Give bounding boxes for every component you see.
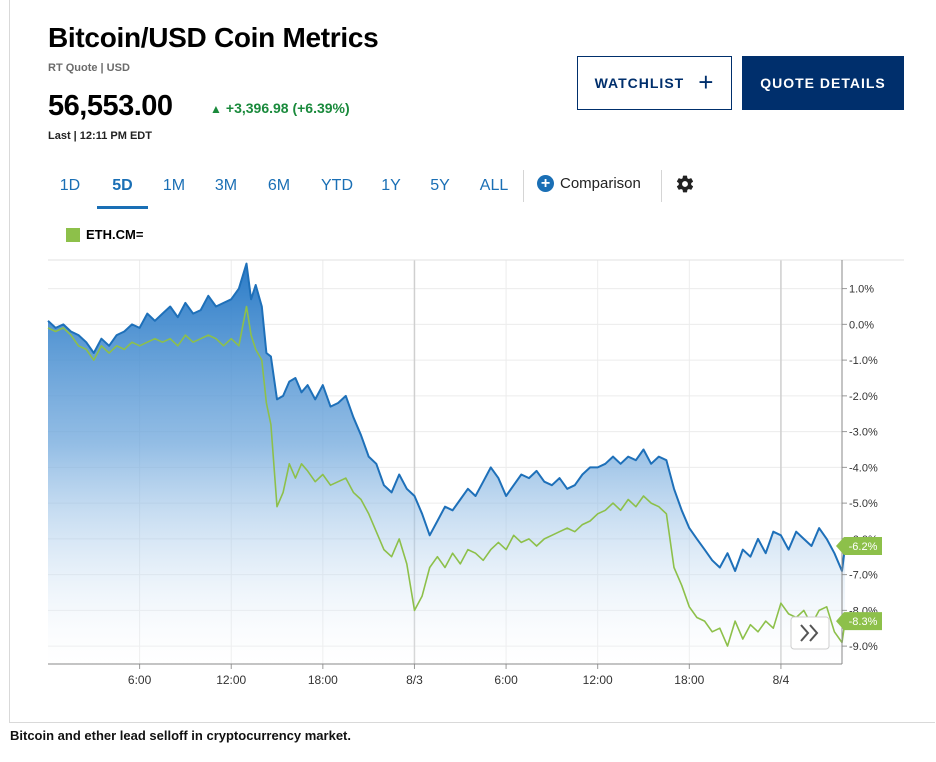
y-tick-label: -5.0% [849,498,878,510]
tab-all[interactable]: ALL [479,177,509,194]
plus-icon: + [698,66,715,97]
chart-legend: ETH.CM= [66,227,143,242]
page-title: Bitcoin/USD Coin Metrics [48,22,379,53]
tab-3m[interactable]: 3M [214,177,238,194]
tab-6m[interactable]: 6M [267,177,291,194]
tab-ytd[interactable]: YTD [321,177,353,194]
legend-swatch [66,227,80,242]
watchlist-label: WATCHLIST [594,75,685,91]
tab-5d[interactable]: 5D [97,166,148,209]
scroll-button-box [790,616,830,650]
x-tick-label: 18:00 [308,673,338,687]
comparison-label: Comparison [560,175,641,192]
x-tick-label: 6:00 [494,673,518,687]
legend-label: ETH.CM= [86,227,144,242]
tab-1m[interactable]: 1M [162,177,186,194]
badge-shape [836,612,882,631]
price-change-value: +3,396.98 (+6.39%) [225,100,350,116]
tab-1d[interactable]: 1D [59,177,81,194]
x-tick-label: 12:00 [216,673,246,687]
x-tick-label: 12:00 [583,673,613,687]
y-tick-label: 1.0% [849,284,874,296]
scroll-right-button[interactable] [790,616,830,650]
x-tick-label: 6:00 [128,673,152,687]
last-value-badge-eth: -8.3% [836,612,882,631]
comparison-button[interactable]: + Comparison [537,175,641,192]
y-tick-label: -2.0% [849,391,878,403]
y-tick-label: -7.0% [849,570,878,582]
plus-circle-icon: + [537,175,554,192]
y-tick-label: -1.0% [849,355,878,367]
double-chevron-right-icon [800,624,819,642]
last-price: 56,553.00 [48,90,173,122]
last-value-badge-bitcoin: -6.2% [836,537,882,556]
badge-shape [836,537,882,556]
chart-axis-layer: 1.0%0.0%-1.0%-2.0%-3.0%-4.0%-5.0%-6.0%-7… [48,260,882,687]
content-frame [9,0,935,723]
tab-5y[interactable]: 5Y [430,177,450,194]
gear-icon[interactable] [675,174,695,194]
tab-divider [523,170,524,202]
x-tick-label: 8/3 [406,673,423,687]
series-line-eth [47,305,846,647]
quote-details-button[interactable]: QUOTE DETAILS [742,56,904,110]
badge-label: -8.3% [849,616,878,628]
chart-area-layer [48,263,846,664]
y-tick-label: -3.0% [849,427,878,439]
series-line-bitcoin [47,262,847,572]
tab-1y[interactable]: 1Y [381,177,401,194]
y-tick-label: -4.0% [849,462,878,474]
price-chart[interactable]: 1.0%0.0%-1.0%-2.0%-3.0%-4.0%-5.0%-6.0%-7… [0,250,936,695]
quote-type: RT Quote | USD [48,62,130,74]
last-update-time: Last | 12:11 PM EDT [48,130,152,142]
x-tick-label: 8/4 [773,673,790,687]
y-tick-label: -9.0% [849,641,878,653]
chart-caption: Bitcoin and ether lead selloff in crypto… [10,728,351,743]
price-change: ▲ +3,396.98 (+6.39%) [210,100,350,116]
badge-label: -6.2% [849,541,878,553]
up-arrow-icon: ▲ [210,102,222,116]
y-tick-label: 0.0% [849,319,874,331]
x-tick-label: 18:00 [674,673,704,687]
chart-line-layer [47,262,847,647]
series-area-bitcoin [48,263,846,664]
tab-divider [661,170,662,202]
watchlist-button[interactable]: WATCHLIST + [577,56,732,110]
